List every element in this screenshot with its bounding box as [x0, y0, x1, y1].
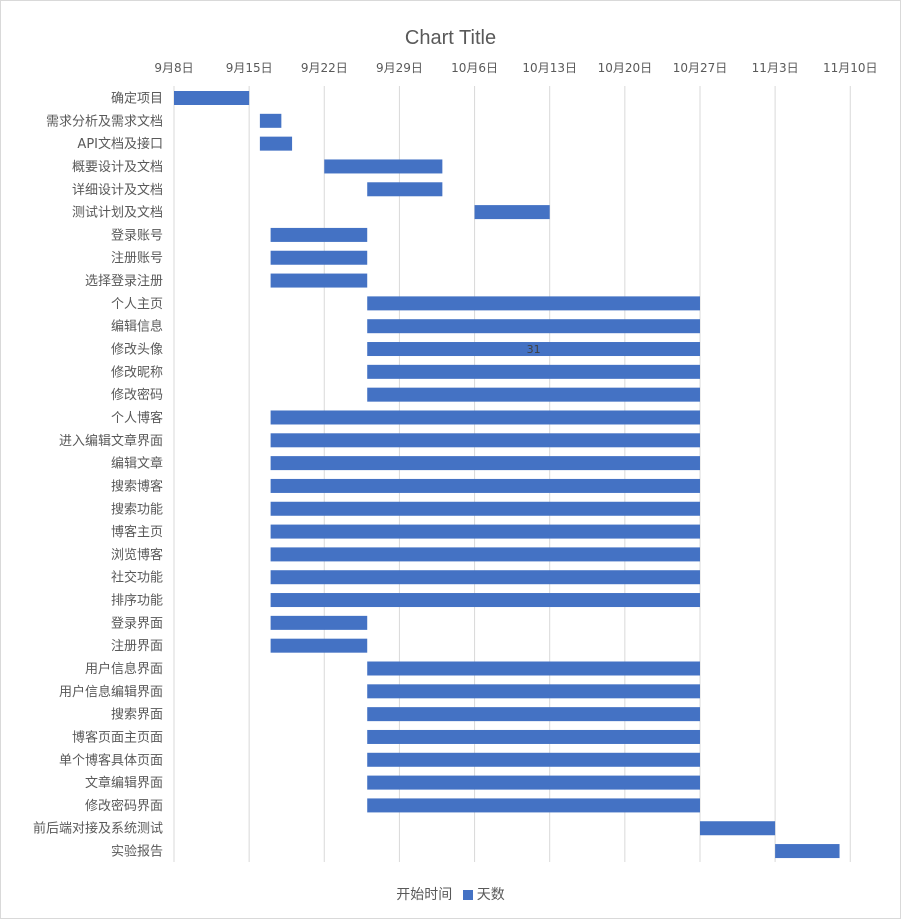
task-label: 实验报告 — [111, 844, 163, 860]
task-label: 用户信息编辑界面 — [59, 684, 163, 700]
x-tick-label: 10月6日 — [451, 61, 498, 75]
task-label: 排序功能 — [111, 594, 163, 609]
x-tick-label: 10月13日 — [522, 61, 577, 75]
task-bar — [367, 775, 700, 790]
task-bar — [367, 387, 700, 402]
task-bar — [270, 524, 700, 539]
task-label: 选择登录注册 — [85, 274, 163, 289]
task-bar — [270, 638, 368, 653]
task-bar — [270, 501, 700, 516]
task-bar — [270, 593, 700, 608]
task-label: 修改昵称 — [111, 365, 163, 380]
task-label: 单个博客具体页面 — [59, 752, 163, 768]
task-bar — [775, 844, 840, 859]
task-label: 登录界面 — [111, 616, 163, 631]
task-label: 详细设计及文档 — [72, 183, 163, 198]
x-tick-label: 9月8日 — [154, 61, 193, 75]
x-tick-label: 11月10日 — [823, 61, 878, 75]
task-bar — [474, 205, 550, 220]
task-label: 个人主页 — [111, 297, 163, 312]
task-bars: 31 — [174, 91, 840, 859]
task-label: 修改头像 — [111, 343, 163, 358]
task-label: API文档及接口 — [77, 136, 163, 152]
x-tick-label: 10月20日 — [598, 61, 653, 75]
chart-title: Chart Title — [404, 27, 497, 49]
task-label: 确定项目 — [111, 92, 163, 107]
task-label: 社交功能 — [111, 570, 163, 586]
task-bar — [270, 250, 368, 265]
task-label: 博客页面主页面 — [72, 729, 163, 745]
task-label: 编辑信息 — [111, 319, 163, 335]
task-label: 浏览博客 — [111, 547, 163, 563]
task-label: 搜索功能 — [111, 502, 163, 517]
task-bar — [367, 752, 700, 767]
task-label: 修改密码界面 — [85, 798, 163, 814]
legend: 开始时间 天数 — [0, 884, 901, 904]
legend-swatch-days — [462, 890, 473, 900]
task-bar — [270, 478, 700, 493]
task-bar — [259, 136, 293, 151]
task-bar — [324, 159, 443, 174]
bar-data-label: 31 — [527, 343, 541, 356]
x-tick-label: 10月27日 — [673, 61, 728, 75]
task-label: 需求分析及需求文档 — [46, 114, 163, 129]
x-axis-tick-labels: 9月8日 9月15日 9月22日 9月29日 10月6日 10月13日 10月20日 10月2… — [154, 61, 877, 75]
x-tick-label: 9月29日 — [376, 61, 423, 75]
task-label: 测试计划及文档 — [72, 206, 163, 221]
task-label: 概要设计及文档 — [72, 160, 163, 175]
task-bar — [270, 615, 368, 630]
task-bar — [367, 296, 700, 311]
task-bar — [367, 319, 700, 334]
task-bar — [699, 821, 776, 836]
task-label: 修改密码 — [111, 387, 163, 403]
x-tick-label: 11月3日 — [752, 61, 799, 75]
legend-label-start: 开始时间 — [396, 887, 453, 903]
legend-entry-start: 开始时间 — [396, 887, 456, 903]
task-bar — [270, 456, 700, 471]
task-bar — [174, 91, 250, 105]
task-bar — [270, 570, 700, 585]
task-label: 文章编辑界面 — [85, 775, 163, 791]
task-bar — [270, 227, 368, 242]
task-label: 注册账号 — [111, 251, 163, 266]
task-bar — [270, 433, 700, 448]
task-bar — [367, 684, 700, 699]
task-bar — [367, 182, 443, 197]
task-bar — [367, 798, 700, 813]
task-label: 用户信息界面 — [85, 661, 163, 677]
task-bar — [367, 729, 700, 744]
x-tick-label: 9月15日 — [226, 61, 273, 75]
task-label: 前后端对接及系统测试 — [33, 821, 163, 837]
task-bar — [270, 273, 368, 288]
task-bar — [367, 342, 700, 357]
task-label: 注册界面 — [111, 639, 163, 654]
legend-entry-days: 天数 — [457, 887, 505, 903]
task-label: 个人博客 — [111, 410, 163, 426]
task-bar — [259, 113, 282, 128]
task-label: 搜索博客 — [111, 478, 163, 494]
task-bar — [367, 707, 700, 722]
task-bar — [270, 547, 700, 562]
task-bar — [367, 661, 700, 676]
task-label: 博客主页 — [111, 524, 163, 540]
task-label: 搜索界面 — [111, 708, 163, 723]
gridlines — [173, 86, 851, 862]
task-label: 进入编辑文章界面 — [59, 433, 163, 449]
task-bar — [270, 410, 700, 425]
x-tick-label: 9月22日 — [301, 61, 348, 75]
task-label: 编辑文章 — [111, 456, 163, 472]
task-bar — [367, 364, 700, 379]
legend-label-days: 天数 — [476, 887, 505, 903]
task-label: 登录账号 — [111, 228, 163, 243]
